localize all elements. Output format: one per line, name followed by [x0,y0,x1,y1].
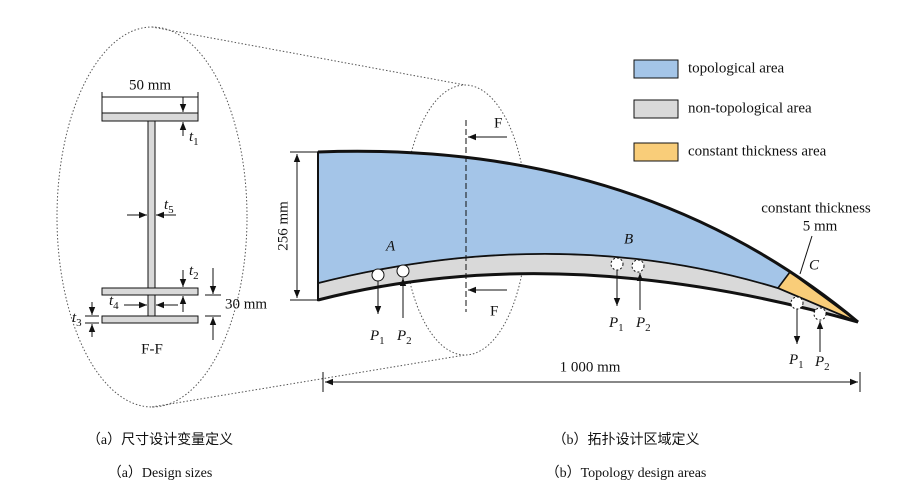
load-point [396,264,410,278]
legend-swatch [633,99,679,119]
beam-bottom-edge [317,272,859,324]
point-label: B [624,231,633,247]
beam-height-label: 256 mm [275,201,291,251]
beam-length-label: 1 000 mm [560,359,621,375]
zoom-line [151,26,466,86]
load-label: P2 [814,354,830,372]
load-point [371,268,385,282]
i-beam [101,112,199,324]
legend-label: non-topological area [688,100,812,116]
point-label: A [385,238,396,254]
t1-label: t1 [189,129,199,147]
caption-zh: （b）拓扑设计区域定义 [553,432,700,448]
note-label: constant thickness [761,200,871,216]
height-label: 30 mm [225,296,267,312]
load-point [790,296,804,310]
cut-label: F [490,303,498,319]
width-label: 50 mm [129,77,171,93]
load-label: P2 [635,315,651,333]
section-label: F-F [141,341,163,357]
load-label: P1 [608,315,624,333]
load-label: P1 [788,352,804,370]
legend-label: constant thickness area [688,143,827,159]
zoom-line [151,354,466,408]
load-label: P1 [369,328,385,346]
legend-label: topological area [688,60,785,76]
legend-swatch [633,142,679,162]
t3-label: t3 [72,310,82,328]
caption-en: （b）Topology design areas [546,465,707,481]
t2-label: t2 [189,263,199,281]
load-label: P2 [396,328,412,346]
note-pointer [799,235,813,275]
caption-en: （a）Design sizes [108,465,213,481]
cut-label: F [494,115,502,131]
point-label: C [809,257,820,273]
load-point [631,259,645,273]
load-point [610,257,624,271]
t5-label: t5 [164,197,174,215]
legend-swatch [633,59,679,79]
t4-label: t4 [109,293,119,311]
caption-zh: （a）尺寸设计变量定义 [87,432,233,448]
beam-top-edge [317,149,859,324]
note-value: 5 mm [803,218,838,234]
load-point [813,307,827,321]
